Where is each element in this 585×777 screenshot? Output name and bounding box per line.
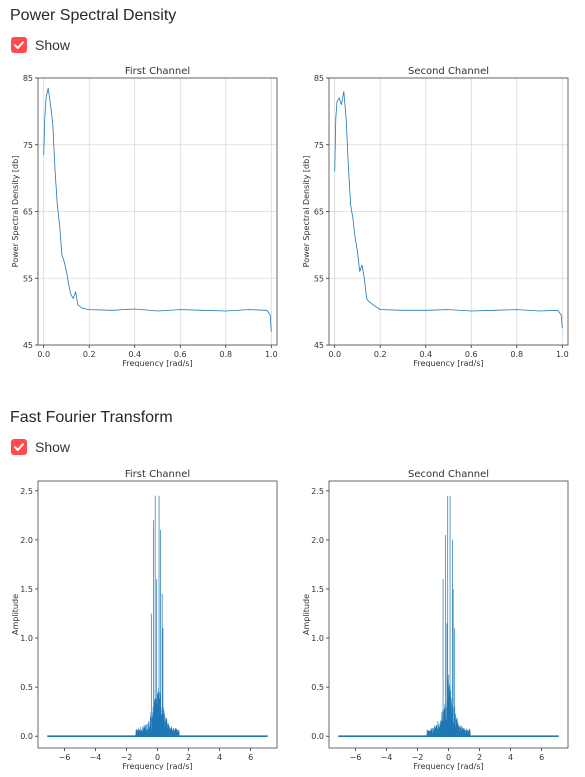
- fft-show-label: Show: [35, 439, 71, 455]
- x-tick-label: 0.2: [83, 350, 96, 359]
- plot-frame: [37, 77, 278, 346]
- fft-spikes: [135, 688, 180, 737]
- fft-second-channel-chart: Second Channel 0.0 0.5 1.0 1.5 2.0 2.5 −6 −4 −2 0 2…: [302, 469, 569, 770]
- y-tick-label: 2.0: [311, 536, 324, 545]
- x-axis-label: Frequency [rad/s]: [122, 762, 192, 770]
- chart-title: Second Channel: [408, 66, 489, 77]
- psd-first-channel-chart: First Channel 45 55 65 75 85 0.0 0.2 0.4 0.6 0.8 1.…: [11, 66, 278, 367]
- plot-frame: [37, 480, 278, 749]
- y-tick-label: 45: [23, 341, 33, 350]
- y-axis-label: Power Spectral Density [db]: [11, 156, 20, 268]
- y-axis-label: Amplitude: [302, 594, 311, 635]
- y-tick-label: 2.5: [311, 487, 324, 496]
- x-tick-label: 0.4: [128, 350, 141, 359]
- y-tick-label: 75: [314, 141, 324, 150]
- y-tick-label: 0.0: [311, 732, 324, 741]
- x-tick-label: 1.0: [265, 350, 278, 359]
- y-tick-label: 1.0: [20, 634, 33, 643]
- series-line: [334, 91, 563, 329]
- y-tick-label: 85: [23, 74, 33, 83]
- x-tick-label: 0: [446, 753, 451, 762]
- checkbox-checked-icon[interactable]: [11, 439, 27, 455]
- x-tick-label: 0.8: [510, 350, 523, 359]
- x-tick-label: 4: [508, 753, 513, 762]
- y-tick-label: 55: [23, 274, 33, 283]
- psd-show-label: Show: [35, 37, 71, 53]
- y-axis-label: Power Spectral Density [db]: [302, 156, 311, 268]
- y-tick-label: 45: [314, 341, 324, 350]
- x-tick-label: 2: [477, 753, 482, 762]
- chart-title: First Channel: [125, 66, 190, 77]
- y-tick-label: 0.5: [311, 683, 324, 692]
- x-axis-label: Frequency [rad/s]: [413, 359, 483, 367]
- checkbox-checked-icon[interactable]: [11, 37, 27, 53]
- x-tick-label: 0.4: [419, 350, 432, 359]
- x-axis-label: Frequency [rad/s]: [413, 762, 483, 770]
- psd-section-title: Power Spectral Density: [10, 7, 177, 24]
- y-tick-label: 85: [314, 74, 324, 83]
- y-tick-label: 1.0: [311, 634, 324, 643]
- plot-frame: [328, 77, 569, 346]
- x-tick-label: 0.8: [219, 350, 232, 359]
- fft-first-channel-chart: First Channel 0.0 0.5 1.0 1.5 2.0 2.5 −6 −4 −2 0 2 4…: [11, 469, 278, 770]
- psd-show-checkbox[interactable]: Show: [11, 37, 70, 53]
- y-tick-label: 2.0: [20, 536, 33, 545]
- y-tick-label: 1.5: [311, 585, 324, 594]
- fft-section-title: Fast Fourier Transform: [10, 409, 173, 426]
- x-tick-label: 4: [217, 753, 222, 762]
- x-tick-label: 0.6: [465, 350, 478, 359]
- x-tick-label: −2: [121, 753, 133, 762]
- psd-second-channel-chart: Second Channel 45 55 65 75 85 0.0 0.2 0.4 0.6 0.8 1…: [302, 66, 569, 367]
- y-tick-label: 75: [23, 141, 33, 150]
- y-axis-label: Amplitude: [11, 594, 20, 635]
- plot-frame: [328, 480, 569, 749]
- x-tick-label: 1.0: [556, 350, 569, 359]
- fft-show-checkbox[interactable]: Show: [11, 439, 70, 455]
- y-tick-label: 1.5: [20, 585, 33, 594]
- x-tick-label: 0.2: [374, 350, 387, 359]
- x-tick-label: 0.6: [174, 350, 187, 359]
- x-tick-label: 0.0: [328, 350, 341, 359]
- x-tick-label: 6: [248, 753, 253, 762]
- y-tick-label: 2.5: [20, 487, 33, 496]
- x-tick-label: 2: [186, 753, 191, 762]
- chart-title: Second Channel: [408, 469, 489, 480]
- y-tick-label: 0.0: [20, 732, 33, 741]
- y-tick-label: 65: [23, 208, 33, 217]
- x-tick-label: −6: [349, 753, 361, 762]
- y-tick-label: 0.5: [20, 683, 33, 692]
- series-line: [43, 87, 272, 332]
- x-tick-label: 0: [155, 753, 160, 762]
- x-tick-label: −4: [381, 753, 393, 762]
- x-tick-label: −2: [412, 753, 424, 762]
- x-tick-label: 0.0: [37, 350, 50, 359]
- x-tick-label: −4: [90, 753, 102, 762]
- x-tick-label: −6: [58, 753, 70, 762]
- y-tick-label: 65: [314, 208, 324, 217]
- fft-spikes: [426, 674, 471, 737]
- x-axis-label: Frequency [rad/s]: [122, 359, 192, 367]
- chart-title: First Channel: [125, 469, 190, 480]
- y-tick-label: 55: [314, 274, 324, 283]
- x-tick-label: 6: [539, 753, 544, 762]
